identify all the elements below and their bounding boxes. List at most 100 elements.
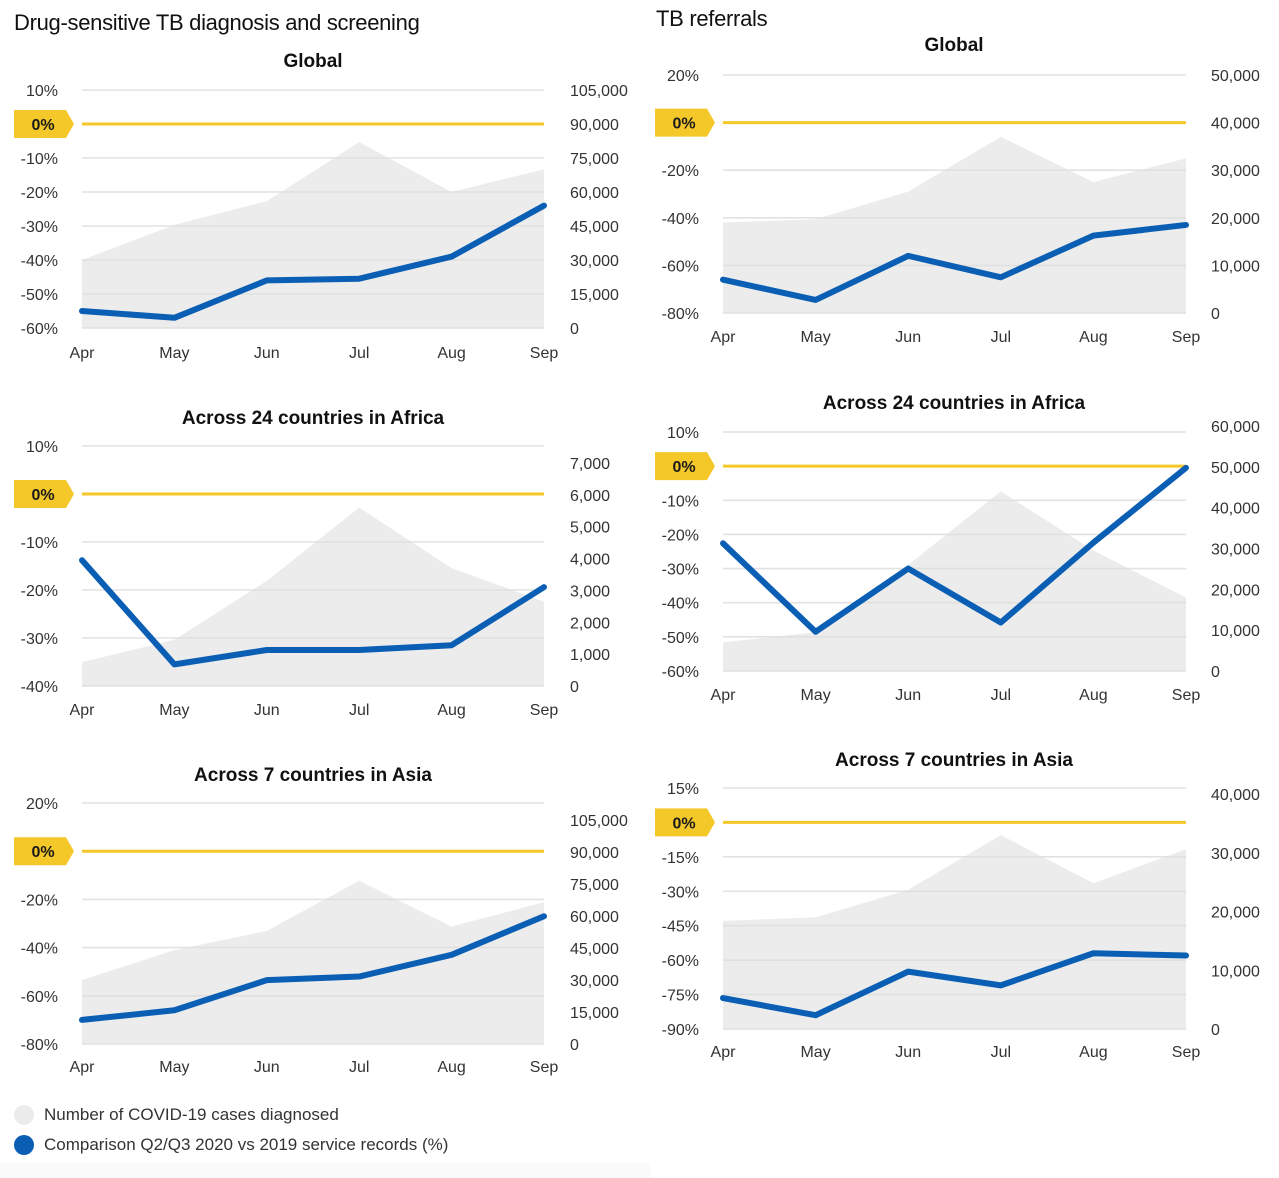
left-tick-label: -15% <box>662 850 699 867</box>
chart-referrals-africa: 10% -10% -20% -30% -40% -50% -60% 0% 60,000 50,00… <box>655 419 1260 704</box>
left-tick-label: -40% <box>662 596 699 613</box>
left-tick-label: -60% <box>662 258 699 275</box>
x-tick-label: Jul <box>349 702 369 719</box>
right-tick-label: 15,000 <box>570 287 619 304</box>
area-covid-cases <box>82 880 544 1044</box>
right-tick-label: 0 <box>1211 664 1220 681</box>
left-tick-label: -40% <box>662 211 699 228</box>
left-tick-label: -60% <box>21 321 58 338</box>
x-tick-label: May <box>159 702 189 719</box>
right-tick-label: 0 <box>570 1037 579 1054</box>
right-tick-label: 1,000 <box>570 647 610 664</box>
x-tick-label: May <box>800 1044 830 1061</box>
chart-title-dstb-asia: Across 7 countries in Asia <box>194 765 432 786</box>
area-covid-cases <box>723 835 1186 1029</box>
left-tick-label: -90% <box>662 1022 699 1039</box>
zero-badge <box>14 110 74 138</box>
right-tick-label: 7,000 <box>570 456 610 473</box>
left-tick-label: -20% <box>21 583 58 600</box>
chart-title-referrals-africa: Across 24 countries in Africa <box>822 393 1086 414</box>
legend-item-covid-cases: Number of COVID-19 cases diagnosed <box>14 1100 654 1130</box>
right-tick-label: 0 <box>570 679 579 696</box>
right-tick-label: 75,000 <box>570 151 619 168</box>
x-tick-label: Jun <box>895 687 921 704</box>
x-tick-label: Jul <box>991 1044 1011 1061</box>
area-covid-cases <box>723 491 1186 671</box>
right-tick-label: 30,000 <box>1211 542 1260 559</box>
line-comparison <box>79 913 547 1023</box>
right-tick-label: 30,000 <box>1211 163 1260 180</box>
right-tick-label: 30,000 <box>570 253 619 270</box>
left-tick-label: 10% <box>26 439 58 456</box>
left-tick-label: 10% <box>667 425 699 442</box>
left-tick-label: -40% <box>21 253 58 270</box>
zero-badge <box>655 108 715 137</box>
left-tick-label: -30% <box>21 631 58 648</box>
x-tick-label: Jun <box>895 329 921 346</box>
left-tick-label: -20% <box>662 527 699 544</box>
right-tick-label: 0 <box>1211 306 1220 323</box>
area-covid-cases <box>82 142 544 328</box>
x-tick-label: Apr <box>711 1044 737 1061</box>
chart-dstb-africa: 10% -10% -20% -30% -40% 0% 7,000 6,000 5,000 4,00… <box>14 439 610 719</box>
x-tick-label: Jul <box>349 345 369 362</box>
chart-dstb-global: 10% -10% -20% -30% -40% -50% -60% 0% 105,000 90,0… <box>14 83 628 362</box>
left-tick-label: 15% <box>667 781 699 798</box>
x-tick-label: Jun <box>254 702 280 719</box>
chart-title-referrals-asia: Across 7 countries in Asia <box>835 750 1073 771</box>
x-tick-label: Sep <box>1172 687 1201 704</box>
left-tick-label: -30% <box>21 219 58 236</box>
zero-badge <box>655 808 715 837</box>
zero-badge-label: 0% <box>31 487 54 504</box>
chart-title-referrals-global: Global <box>924 35 984 56</box>
left-tick-label: -10% <box>21 535 58 552</box>
left-tick-label: -20% <box>21 892 58 909</box>
left-tick-label: 10% <box>26 83 58 100</box>
right-tick-label: 105,000 <box>570 83 628 100</box>
x-tick-label: Jul <box>991 687 1011 704</box>
zero-badge-label: 0% <box>672 116 695 133</box>
left-tick-label: -60% <box>21 989 58 1006</box>
right-tick-label: 60,000 <box>570 185 619 202</box>
zero-badge <box>14 837 74 866</box>
right-tick-label: 10,000 <box>1211 258 1260 275</box>
zero-badge <box>655 452 715 481</box>
right-tick-label: 105,000 <box>570 813 628 830</box>
left-tick-label: -30% <box>662 562 699 579</box>
section-title-referrals: TB referrals <box>656 6 768 31</box>
x-tick-label: Aug <box>437 702 465 719</box>
x-tick-label: Jul <box>349 1059 369 1076</box>
left-tick-label: -30% <box>662 884 699 901</box>
legend: Number of COVID-19 cases diagnosed Compa… <box>14 1100 654 1160</box>
x-tick-label: Sep <box>1172 329 1201 346</box>
x-tick-label: Sep <box>1172 1044 1201 1061</box>
footer-band <box>0 1162 650 1178</box>
x-tick-label: Aug <box>437 345 465 362</box>
x-tick-label: Jun <box>254 345 280 362</box>
right-tick-label: 0 <box>570 321 579 338</box>
x-tick-label: Apr <box>711 329 737 346</box>
zero-badge <box>14 480 74 508</box>
left-tick-label: -50% <box>21 287 58 304</box>
x-tick-label: Apr <box>70 702 96 719</box>
left-tick-label: -75% <box>662 988 699 1005</box>
x-tick-label: Aug <box>1079 1044 1107 1061</box>
right-tick-label: 20,000 <box>1211 582 1260 599</box>
x-tick-label: May <box>159 1059 189 1076</box>
x-tick-label: Jun <box>254 1059 280 1076</box>
right-tick-label: 60,000 <box>1211 419 1260 436</box>
x-tick-label: Aug <box>437 1059 465 1076</box>
x-tick-label: Aug <box>1079 687 1107 704</box>
left-tick-label: -80% <box>662 306 699 323</box>
zero-badge-label: 0% <box>31 844 54 861</box>
x-tick-label: Sep <box>530 1059 559 1076</box>
x-tick-label: Apr <box>711 687 737 704</box>
zero-badge-label: 0% <box>31 117 54 134</box>
line-comparison <box>79 557 547 668</box>
left-tick-label: -80% <box>21 1037 58 1054</box>
chart-title-dstb-global: Global <box>283 51 343 72</box>
left-tick-label: -20% <box>21 185 58 202</box>
right-tick-label: 20,000 <box>1211 905 1260 922</box>
right-tick-label: 10,000 <box>1211 963 1260 980</box>
